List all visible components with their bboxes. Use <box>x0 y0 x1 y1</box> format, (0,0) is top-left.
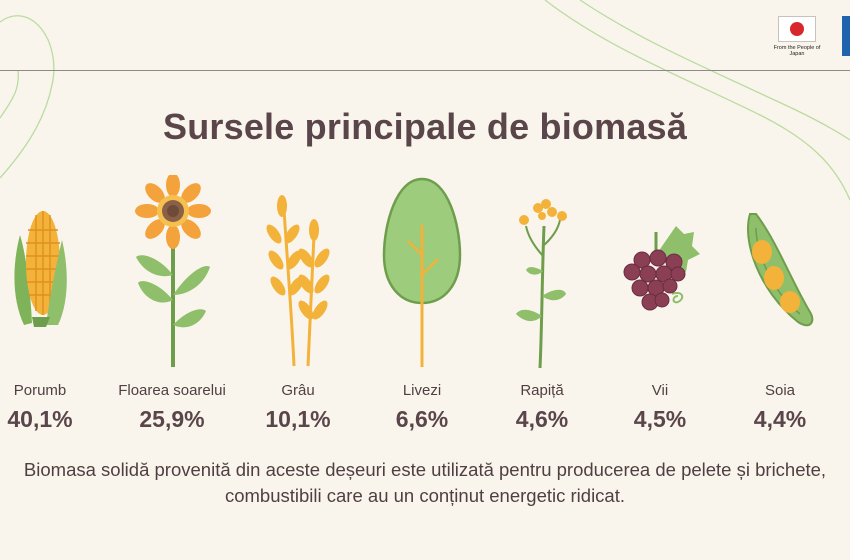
deco-curve-right-2 <box>579 0 850 141</box>
crop-value-label: 4,6% <box>515 406 569 432</box>
grapes-icon <box>623 226 700 311</box>
crop-name-label: Soia <box>764 382 796 399</box>
undp-logo-icon <box>842 16 850 56</box>
logo-caption: From the People of Japan <box>773 45 821 57</box>
crop-value-label: 4,5% <box>633 406 687 432</box>
header-divider <box>0 70 850 71</box>
crop-value-label: 40,1% <box>7 406 73 432</box>
chart-title: Sursele principale de biomasă <box>162 106 687 147</box>
deco-curve-left-2 <box>0 69 19 119</box>
wheat-icon <box>266 195 330 367</box>
tree-icon <box>382 177 462 367</box>
deco-curve-right-1 <box>544 0 850 201</box>
crop-name-label: Vii <box>651 382 669 399</box>
crop-value-label: 10,1% <box>265 406 331 432</box>
crop-value-label: 25,9% <box>139 406 205 432</box>
japan-flag-icon <box>778 16 816 42</box>
sunflower-icon <box>135 175 211 367</box>
crop-name-label: Rapiță <box>520 382 564 399</box>
crop-value-label: 6,6% <box>395 406 449 432</box>
crop-name-label: Livezi <box>402 382 442 399</box>
crop-name-label: Grâu <box>281 382 315 399</box>
soybean-icon <box>747 213 814 327</box>
crop-value-label: 4,4% <box>753 406 807 432</box>
crop-name-label: Porumb <box>13 382 67 399</box>
crop-name-label: Floarea soarelui <box>118 382 226 399</box>
footnote: Biomasa solidă provenită din aceste deșe… <box>23 459 827 506</box>
deco-curve-left <box>0 15 55 179</box>
rapeseed-icon <box>516 199 567 369</box>
corn-icon <box>14 211 67 327</box>
